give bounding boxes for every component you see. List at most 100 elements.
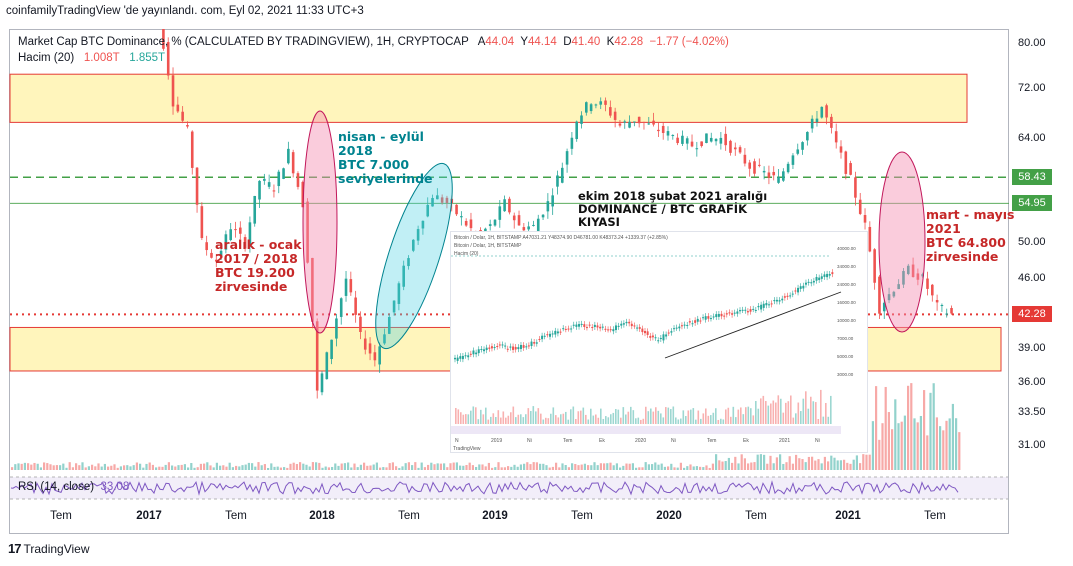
inset-candle — [707, 316, 710, 319]
volume-bar — [590, 465, 593, 470]
inset-candle — [828, 274, 831, 276]
zone-upper — [9, 73, 968, 123]
volume-bar — [78, 465, 81, 470]
inset-candle — [509, 346, 512, 348]
volume-bar — [926, 435, 929, 470]
inset-candle — [519, 344, 522, 350]
volume-bar — [343, 463, 346, 470]
volume-bar — [846, 462, 849, 470]
volume-bar — [97, 463, 100, 470]
candle-body — [402, 265, 405, 287]
volume-bar — [625, 463, 628, 470]
inset-y-tick: 3000.00 — [837, 372, 854, 377]
candle-body — [488, 224, 492, 226]
inset-candle — [799, 286, 802, 289]
legend-close-label: K — [606, 36, 615, 48]
volume-bar — [647, 464, 650, 470]
brand-name: TradingView — [23, 542, 90, 556]
inset-candle — [823, 274, 826, 277]
inset-candle — [477, 349, 480, 354]
inset-candle — [459, 356, 462, 359]
volume-bar — [782, 463, 785, 470]
candle-body — [301, 181, 305, 208]
inset-candle — [549, 333, 551, 337]
rsi-label: RSI (14, close) — [18, 481, 95, 493]
candle-body — [604, 100, 607, 105]
volume-bar — [142, 467, 145, 470]
volume-bar — [734, 456, 737, 470]
legend-close-value: 42.28 — [614, 36, 644, 48]
y-axis-tick: 72.00 — [1018, 81, 1046, 94]
inset-volume-bar — [487, 419, 490, 424]
x-axis-tick: 2017 — [136, 510, 162, 522]
inset-rsi-band — [451, 426, 841, 434]
inset-volume-bar — [637, 417, 640, 424]
volume-bar — [561, 463, 564, 470]
inset-volume-bar — [715, 408, 717, 424]
volume-bar — [695, 466, 698, 470]
volume-bar — [167, 462, 170, 470]
candle-body — [532, 224, 535, 226]
x-axis-tick: Tem — [50, 510, 72, 522]
volume-bar — [385, 467, 388, 470]
volume-bar — [43, 462, 46, 470]
inset-volume-bar — [737, 409, 740, 424]
volume-bar — [881, 423, 884, 470]
inset-candle — [760, 304, 763, 310]
inset-candle — [646, 331, 649, 335]
inset-candle — [733, 312, 736, 314]
inset-trendline — [664, 291, 842, 359]
volume-bar — [951, 403, 954, 470]
inset-volume-bar — [822, 416, 825, 424]
candle-body — [296, 173, 300, 187]
volume-bar — [212, 467, 215, 470]
candle-body — [647, 123, 651, 125]
volume-bar — [526, 462, 529, 470]
candle-body — [508, 198, 511, 213]
volume-bar — [635, 467, 638, 470]
inset-volume-bar — [607, 417, 610, 424]
candle-body — [820, 106, 824, 118]
inset-volume-bar — [752, 415, 755, 424]
candle-body — [344, 278, 348, 296]
volume-bar — [369, 465, 372, 470]
inset-candle — [567, 328, 570, 330]
volume-bar — [958, 432, 961, 470]
inset-volume-bar — [472, 406, 475, 424]
volume-bar — [731, 462, 734, 470]
inset-candle — [583, 324, 586, 327]
legend-high-label: Y — [520, 36, 529, 48]
volume-bar — [430, 462, 433, 470]
inset-candle — [702, 317, 705, 319]
volume-bar — [750, 462, 753, 470]
volume-bar — [148, 462, 151, 470]
inset-volume-bar — [792, 417, 795, 424]
volume-bar — [398, 467, 401, 470]
inset-volume-bar — [515, 417, 517, 424]
inset-volume-bar — [642, 418, 645, 424]
candle-body — [277, 171, 281, 187]
legend-low-value: 41.40 — [571, 36, 601, 48]
y-axis-tick: 33.50 — [1018, 406, 1046, 419]
volume-bar — [555, 462, 558, 470]
candle-body — [368, 343, 372, 354]
inset-volume-bar — [800, 411, 802, 424]
inset-candle — [533, 342, 536, 344]
candle-body — [834, 131, 838, 143]
volume-bar — [487, 462, 490, 470]
inset-volume-bar — [810, 396, 812, 424]
inset-candle — [744, 309, 747, 311]
annotation-line: seviyelerinde — [338, 171, 433, 186]
inset-volume-bar — [592, 415, 595, 424]
inset-volume-bar — [577, 411, 580, 424]
volume-bar — [423, 467, 426, 470]
volume-bar — [353, 463, 356, 470]
candle-body — [599, 101, 603, 105]
candle-body — [945, 313, 949, 315]
inset-candle — [657, 340, 660, 342]
inset-candle — [607, 329, 610, 331]
volume-bar — [839, 460, 842, 470]
volume-bar — [187, 467, 190, 470]
tradingview-brand[interactable]: 17 TradingView — [8, 541, 90, 556]
volume-bar — [948, 418, 951, 470]
